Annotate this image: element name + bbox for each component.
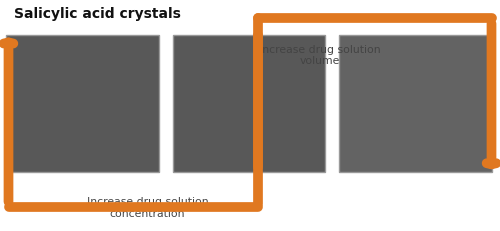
Text: Salicylic acid crystals: Salicylic acid crystals <box>14 7 181 21</box>
FancyBboxPatch shape <box>172 35 325 172</box>
FancyBboxPatch shape <box>339 35 492 172</box>
Text: Increase drug solution
concentration: Increase drug solution concentration <box>86 197 208 219</box>
Text: Increase drug solution
volume: Increase drug solution volume <box>259 45 381 66</box>
FancyBboxPatch shape <box>6 35 158 172</box>
